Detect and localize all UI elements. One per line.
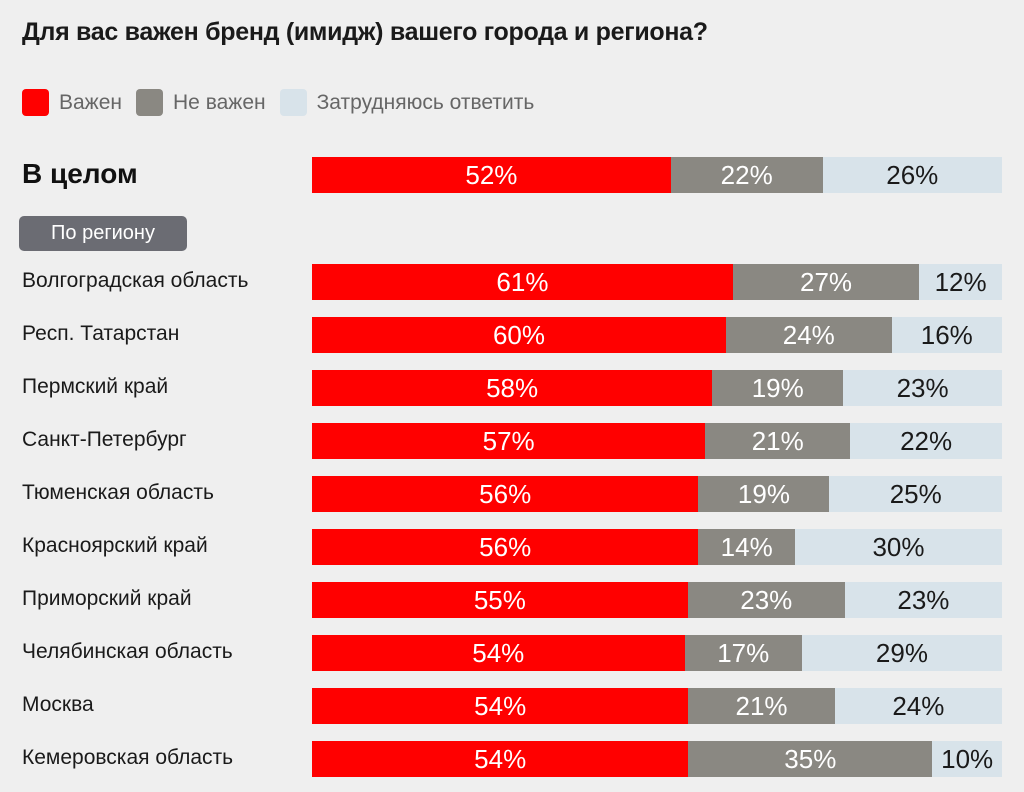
bar-segment-unsure: 16% (891, 317, 1002, 353)
bar-segment-not-important: 27% (732, 264, 920, 300)
bar-segment-important: 54% (312, 635, 685, 671)
bar-segment-unsure: 23% (844, 582, 1002, 618)
bar-1: 60% 24% 16% (312, 317, 1002, 353)
bar-segment-not-important: 21% (705, 423, 851, 459)
category-label: Приморский край (22, 587, 192, 610)
bar-segment-unsure: 10% (932, 741, 1002, 777)
bar-segment-important: 54% (312, 741, 689, 777)
bar-segment-unsure: 25% (829, 476, 1002, 512)
legend-label-unsure: Затрудняюсь ответить (316, 90, 535, 114)
legend-item-important: Важен (22, 89, 122, 116)
group-badge: По региону (19, 216, 187, 251)
category-label: Красноярский край (22, 534, 208, 557)
bar-segment-unsure: 26% (822, 157, 1002, 193)
category-label: Респ. Татарстан (22, 322, 180, 345)
bar-segment-unsure: 23% (843, 370, 1002, 406)
bar-5: 56% 14% 30% (312, 529, 1002, 565)
legend-swatch-important (22, 89, 49, 116)
overall-label: В целом (22, 158, 138, 189)
bar-segment-not-important: 19% (712, 370, 844, 406)
category-label: Тюменская область (22, 481, 214, 504)
bar-segment-unsure: 29% (801, 635, 1002, 671)
bar-3: 57% 21% 22% (312, 423, 1002, 459)
category-label: Кемеровская область (22, 746, 234, 769)
bar-segment-important: 58% (312, 370, 713, 406)
chart-title: Для вас важен бренд (имидж) вашего город… (22, 18, 708, 46)
legend-label-important: Важен (59, 90, 123, 114)
bar-9: 54% 35% 10% (312, 741, 1002, 777)
bar-segment-not-important: 23% (687, 582, 845, 618)
category-label: Москва (22, 693, 94, 716)
bar-segment-not-important: 24% (726, 317, 892, 353)
bar-segment-important: 56% (312, 529, 699, 565)
category-label: Челябинская область (22, 640, 233, 663)
bar-segment-not-important: 19% (698, 476, 830, 512)
bar-segment-not-important: 14% (698, 529, 795, 565)
category-label: Пермский край (22, 375, 169, 398)
bar-segment-unsure: 30% (794, 529, 1002, 565)
bar-segment-not-important: 21% (688, 688, 835, 724)
bar-2: 58% 19% 23% (312, 370, 1002, 406)
bar-segment-important: 60% (312, 317, 726, 353)
legend-swatch-unsure (279, 89, 307, 116)
legend-item-not-important: Не важен (136, 89, 266, 116)
legend-label-not-important: Не важен (173, 90, 266, 114)
category-label: Санкт-Петербург (22, 428, 187, 451)
bar-segment-unsure: 24% (834, 688, 1002, 724)
bar-8: 54% 21% 24% (312, 688, 1002, 724)
bar-0: 61% 27% 12% (312, 264, 1002, 300)
bar-segment-important: 52% (312, 157, 671, 193)
bar-segment-not-important: 17% (684, 635, 802, 671)
bar-segment-unsure: 12% (919, 264, 1002, 300)
bar-segment-important: 54% (312, 688, 689, 724)
category-label: Волгоградская область (22, 269, 249, 292)
bar-6: 55% 23% 23% (312, 582, 1002, 618)
legend-swatch-not-important (136, 89, 164, 116)
bar-segment-important: 55% (312, 582, 688, 618)
bar-7: 54% 17% 29% (312, 635, 1002, 671)
bar-segment-not-important: 35% (688, 741, 933, 777)
bar-overall: 52% 22% 26% (312, 157, 1002, 193)
bar-segment-important: 57% (312, 423, 706, 459)
bar-segment-unsure: 22% (850, 423, 1002, 459)
legend: Важен Не важен Затрудняюсь ответить (22, 89, 548, 116)
bar-segment-important: 56% (312, 476, 699, 512)
bar-4: 56% 19% 25% (312, 476, 1002, 512)
bar-segment-important: 61% (312, 264, 733, 300)
bar-segment-not-important: 22% (670, 157, 823, 193)
legend-item-unsure: Затрудняюсь ответить (279, 89, 535, 116)
